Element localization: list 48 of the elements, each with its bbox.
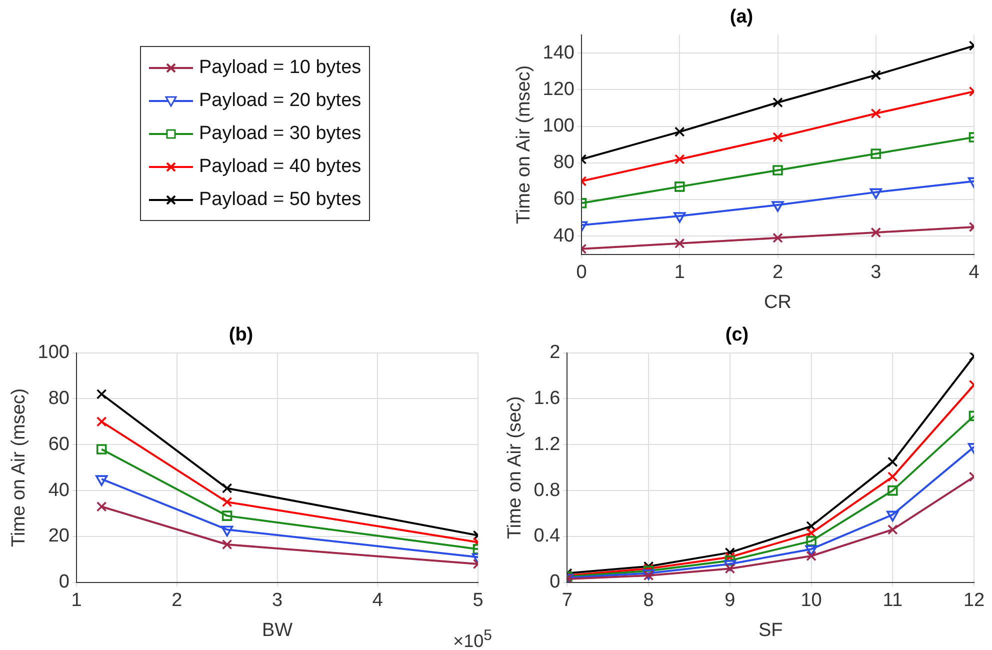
x-axis-title: SF	[758, 620, 783, 641]
y-axis-title: Time on Air (msec)	[514, 65, 535, 224]
x-tick-label: 3	[272, 590, 283, 612]
y-tick-label: 0	[550, 572, 560, 593]
x-tick-label: 10	[800, 590, 822, 612]
x-tick-label: 2	[172, 590, 182, 612]
y-axis-title: Time on Air (msec)	[8, 388, 30, 547]
chart-title: (a)	[730, 6, 754, 28]
x-tick-label: 5	[472, 590, 484, 612]
legend-label: Payload = 50 bytes	[199, 188, 362, 210]
x-tick-label: 8	[643, 590, 654, 612]
x-tick-label: 1	[71, 590, 82, 612]
x-tick-label: 2	[772, 262, 784, 284]
y-tick-label: 0	[58, 572, 70, 593]
x-tick-label: 3	[870, 262, 882, 284]
y-tick-label: 60	[48, 434, 70, 455]
y-tick-label: 40	[48, 480, 70, 501]
y-tick-label: 2	[550, 342, 560, 364]
legend-label: Payload = 10 bytes	[199, 56, 362, 78]
y-tick-label: 100	[542, 116, 574, 137]
chart-title: (b)	[228, 324, 254, 346]
y-tick-label: 80	[48, 388, 70, 409]
x-tick-label: 11	[882, 590, 903, 612]
y-axis-title: Time on Air (sec)	[504, 396, 526, 540]
x-tick-label: 7	[562, 590, 572, 612]
x-tick-label: 4	[968, 262, 980, 284]
y-tick-label: 60	[553, 188, 574, 210]
text: ×10$^{5}$	[453, 627, 492, 650]
y-tick-label: 80	[553, 152, 574, 174]
legend-label: Payload = 30 bytes	[199, 122, 362, 144]
y-tick-label: 120	[542, 78, 574, 100]
y-tick-label: 0.4	[534, 526, 561, 547]
legend-label: Payload = 40 bytes	[199, 156, 362, 178]
y-tick-label: 40	[553, 225, 574, 246]
y-tick-label: 0.8	[534, 480, 560, 501]
chart-title: (c)	[725, 324, 749, 346]
x-axis-title: BW	[262, 620, 293, 641]
x-axis-title: CR	[764, 292, 792, 313]
y-tick-label: 1.6	[534, 388, 560, 409]
y-tick-label: 20	[48, 526, 70, 547]
x-tick-label: 4	[372, 590, 384, 612]
x-tick-label: 9	[724, 590, 736, 612]
x-tick-label: 12	[963, 590, 985, 612]
y-tick-label: 1.2	[534, 434, 560, 455]
y-tick-label: 140	[542, 42, 574, 64]
y-tick-label: 100	[38, 342, 70, 364]
legend-label: Payload = 20 bytes	[199, 90, 362, 112]
x-tick-label: 1	[674, 262, 685, 284]
